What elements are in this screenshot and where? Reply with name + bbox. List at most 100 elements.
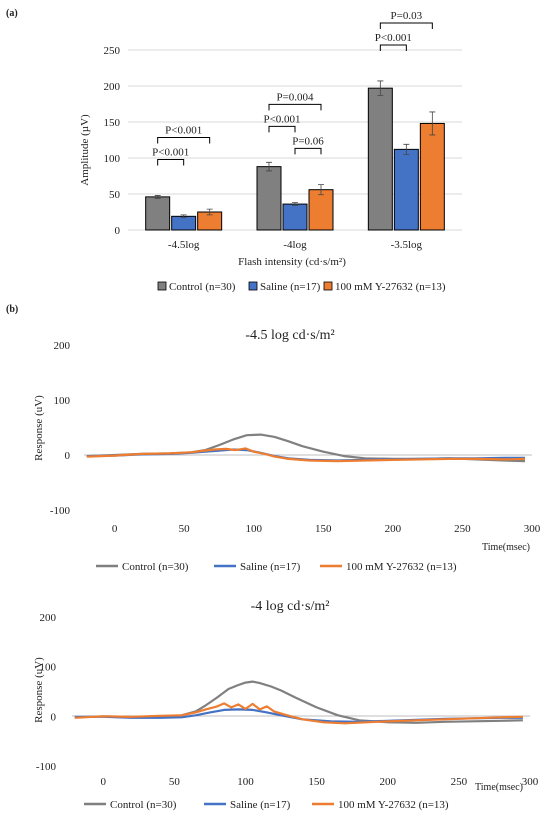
- bar-control-1: [256, 166, 282, 231]
- bar-chart-bars: [145, 87, 445, 231]
- bar-chart-y-tick-label: 100: [104, 153, 121, 165]
- bar-chart-legend: Control (n=30) Saline (n=17) 100 mM Y-2763…: [157, 281, 446, 293]
- line-chart-x-tick-label: 250: [451, 776, 468, 788]
- line-chart-x-tick-label: 200: [380, 776, 397, 788]
- error-bar: [292, 202, 298, 206]
- line-chart-x-tick-label: 50: [179, 523, 191, 535]
- series-line-y27632: [74, 702, 523, 725]
- significance-bracket: [157, 158, 185, 166]
- legend-label: 100 mM Y-27632 (n=13): [338, 799, 449, 811]
- line-chart-x-tick-label: 100: [245, 523, 262, 535]
- bar-chart-x-axis-label: Flash intensity (cd·s/m²): [238, 256, 346, 268]
- line-chart-2-title: -4 log cd·s/m²: [251, 599, 330, 614]
- error-bar: [403, 143, 410, 155]
- line-chart-y-tick-label: 0: [65, 450, 71, 462]
- legend-label: Control (n=30): [169, 281, 236, 293]
- line-chart-x-tick-label: 0: [101, 776, 107, 788]
- line-chart-1-y-tick-labels: -100 0 100 200: [50, 340, 71, 517]
- line-chart-x-tick-label: 100: [237, 776, 254, 788]
- significance-bracket: [157, 136, 211, 144]
- error-bar: [206, 208, 213, 216]
- error-bar: [318, 184, 324, 196]
- line-chart-x-tick-label: 250: [454, 523, 471, 535]
- bar-y27632-1: [308, 189, 334, 231]
- bar-y27632-2: [419, 122, 445, 231]
- bar-chart: 0 50 100 150 200 250 P<0.001 P<0.001 P<0.001 P=0…: [79, 10, 462, 293]
- error-bar: [377, 80, 384, 96]
- legend-swatch: [157, 281, 167, 291]
- significance-bracket: [294, 147, 322, 155]
- bar-saline-0: [171, 215, 197, 231]
- significance-label: P<0.001: [263, 113, 300, 125]
- line-chart-x-tick-label: 50: [169, 776, 181, 788]
- line-chart-1-legend: Control (n=30) Saline (n=17) 100 mM Y-2763…: [96, 561, 457, 573]
- bar-saline-2: [393, 148, 419, 231]
- bar-chart-x-tick-label: -4.5log: [168, 239, 200, 251]
- line-chart-1-y-axis-label: Response (uV): [33, 395, 45, 461]
- significance-label: P<0.001: [165, 124, 202, 136]
- bar-chart-y-tick-label: 150: [104, 117, 121, 129]
- bar-chart-significance-brackets: P<0.001 P<0.001 P<0.001 P=0.06 P=0.004 P<0.00…: [152, 10, 433, 166]
- line-chart-1-series: [86, 433, 526, 463]
- line-chart-x-tick-label: 150: [308, 776, 325, 788]
- legend-label: 100 mM Y-27632 (n=13): [335, 281, 446, 293]
- legend-label: Control (n=30): [110, 799, 177, 811]
- line-chart-x-tick-label: 300: [524, 523, 541, 535]
- line-chart-x-tick-label: 0: [112, 523, 118, 535]
- significance-bracket: [268, 125, 296, 133]
- significance-label: P=0.06: [292, 135, 324, 147]
- line-chart-y-tick-label: 100: [54, 395, 71, 407]
- line-chart-2-y-tick-labels: -100 0 100 200: [36, 612, 57, 773]
- panel-label-a: (a): [6, 8, 18, 19]
- bar-chart-y-tick-label: 200: [104, 81, 121, 93]
- bar-chart-y-tick-label: 0: [115, 225, 121, 237]
- bar-control-0: [145, 196, 171, 231]
- error-bar: [154, 195, 161, 199]
- legend-swatch: [248, 281, 258, 291]
- series-line-control: [86, 433, 526, 463]
- line-chart-2-series: [74, 680, 523, 725]
- error-bar: [266, 161, 272, 172]
- line-chart-y-tick-label: 100: [40, 662, 57, 674]
- legend-label: Saline (n=17): [260, 281, 321, 293]
- series-line-y27632: [86, 447, 526, 463]
- error-bar: [429, 111, 436, 136]
- line-chart-2-y-axis-label: Response (uV): [33, 657, 45, 723]
- bar-chart-x-tick-label: -3.5log: [391, 239, 423, 251]
- bar-chart-y-axis-label: Amplitude (µV): [79, 114, 91, 186]
- line-chart-2-x-axis-label: Time(msec): [475, 782, 523, 793]
- line-chart-1: -4.5 log cd·s/m² Response (uV) -100 0 100 2…: [33, 328, 541, 573]
- line-chart-y-tick-label: 200: [40, 612, 57, 624]
- significance-bracket: [379, 44, 407, 51]
- bar-saline-1: [282, 203, 308, 231]
- line-chart-y-tick-label: -100: [50, 505, 71, 517]
- line-chart-1-x-axis-label: Time(msec): [482, 542, 530, 553]
- bar-chart-y-tick-label: 250: [104, 45, 121, 57]
- legend-swatch: [323, 281, 333, 291]
- significance-bracket: [268, 103, 322, 111]
- line-chart-1-title: -4.5 log cd·s/m²: [245, 328, 334, 343]
- line-chart-y-tick-label: 200: [54, 340, 71, 352]
- significance-bracket: [379, 22, 433, 29]
- significance-label: P<0.001: [152, 146, 189, 158]
- legend-label: Saline (n=17): [240, 561, 301, 573]
- line-chart-x-tick-label: 200: [385, 523, 402, 535]
- bar-chart-error-bars: [154, 80, 436, 219]
- line-chart-x-tick-label: 300: [522, 776, 539, 788]
- line-chart-2-legend: Control (n=30) Saline (n=17) 100 mM Y-2763…: [84, 799, 449, 811]
- bar-chart-y-tick-label: 50: [109, 189, 121, 201]
- bar-chart-x-tick-labels: -4.5log -4log -3.5log: [168, 239, 423, 251]
- significance-label: P<0.001: [375, 32, 412, 44]
- line-chart-y-tick-label: -100: [36, 761, 57, 773]
- significance-label: P=0.03: [391, 10, 423, 22]
- legend-label: 100 mM Y-27632 (n=13): [346, 561, 457, 573]
- line-chart-2: -4 log cd·s/m² Response (uV) -100 0 100 200…: [33, 599, 539, 811]
- bar-chart-x-tick-label: -4log: [283, 239, 307, 251]
- panel-label-b: (b): [6, 304, 18, 315]
- significance-label: P=0.004: [276, 91, 314, 103]
- legend-label: Control (n=30): [122, 561, 189, 573]
- legend-label: Saline (n=17): [230, 799, 291, 811]
- line-chart-1-x-tick-labels: 0 50 100 150 200 250 300: [112, 523, 541, 535]
- line-chart-x-tick-label: 150: [315, 523, 332, 535]
